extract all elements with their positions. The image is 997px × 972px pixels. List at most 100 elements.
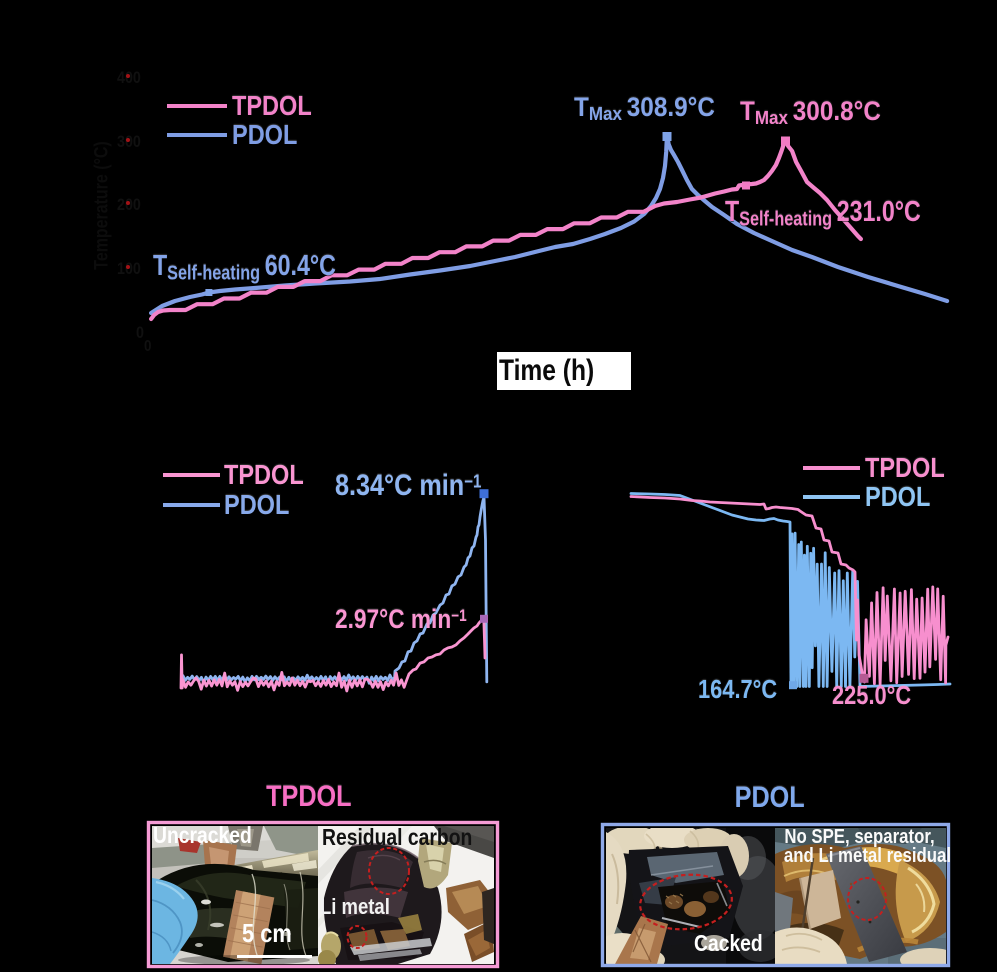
text-part: Uncracked [153, 822, 252, 848]
label-no-spe-line1: No SPE, separator, [770, 827, 942, 847]
label-scale: 5 cm [242, 920, 301, 946]
pdol-legend-label: PDOL [865, 481, 931, 512]
text-part: 2.97°C min−1 [335, 606, 467, 633]
tick-dot-3 [126, 201, 131, 206]
annotation-164: 164.7°C [698, 676, 792, 702]
pdol-legend-line [163, 503, 220, 507]
text-part: 300.8°C [792, 96, 881, 126]
arc-legend-pdol: PDOL [167, 121, 310, 149]
tpdol-photo-frame [146, 820, 500, 969]
temperature-rate-chart [179, 489, 489, 693]
text-part: 225.0°C [832, 680, 912, 710]
photo-pdol-residue [775, 828, 946, 964]
text-part: 308.9°C [626, 92, 715, 122]
pdol-photo-frame [600, 822, 951, 968]
text-part: Li metal [320, 894, 390, 919]
text-part: PDOL [734, 781, 806, 814]
text-part: −1 [464, 471, 482, 492]
tick-dot-4 [126, 265, 131, 270]
x-axis-label: Time (h) [499, 354, 595, 387]
pdol-legend-label: PDOL [224, 489, 290, 520]
voltage-chart [629, 492, 952, 690]
text-part: TMax 300.8°C [740, 98, 881, 129]
tpdol-legend-label: TPDOL [224, 459, 304, 490]
curve-pdol [629, 492, 952, 688]
curve-tpdol [179, 617, 487, 693]
text-part: 5 cm [242, 918, 292, 948]
text-part: −1 [451, 607, 467, 626]
text-part: Residual carbon [322, 824, 473, 850]
text-part: Max [588, 104, 622, 126]
tick-dot-1 [126, 74, 131, 79]
text-part: T [740, 96, 755, 126]
data-marker [479, 489, 489, 499]
annotation-rate-tpdol: 2.97°C min−1 [335, 606, 492, 633]
data-marker [662, 132, 672, 141]
curve-pdol [181, 495, 489, 685]
text-part: and Li metal residual [783, 845, 952, 867]
data-marker [859, 673, 869, 683]
arc-legend-tpdol: TPDOL [167, 92, 327, 120]
photo-pdol-cracked [606, 828, 775, 964]
voltage-legend-tpdol: TPDOL [803, 454, 960, 482]
x-tick-0: 0 [144, 339, 153, 355]
text-part: 0 [144, 338, 152, 355]
data-marker [480, 614, 488, 623]
y-tick-0: 0 [131, 324, 145, 341]
tick-dot-2 [126, 138, 131, 143]
text-part: TSelf-heating 60.4°C [153, 252, 336, 284]
rate-legend-tpdol: TPDOL [163, 461, 319, 489]
text-part: 2.97°C min [335, 604, 452, 634]
data-marker [781, 136, 790, 146]
tpdol-legend-line [167, 103, 227, 109]
text-part: Cacked [694, 930, 763, 956]
photo-tpdol-uncracked [152, 826, 318, 964]
label-cacked: Cacked [694, 932, 776, 955]
text-part: 8.34°C min−1 [335, 471, 481, 501]
text-part: T [153, 250, 168, 282]
annotation-tsh-tpdol: TSelf-heating 231.0°C [725, 198, 970, 230]
annotation-225: 225.0°C [832, 682, 926, 708]
tpdol-photos-title: TPDOL [229, 782, 389, 812]
x-axis-label-box: Time (h) [497, 352, 631, 390]
text-part: Self-heating [739, 208, 833, 231]
text-part: Max [754, 108, 788, 130]
curve-tpdol [629, 495, 950, 686]
text-part: T [725, 196, 740, 228]
annotation-tmax-pdol: TMax 308.9°C [574, 94, 731, 125]
photo-tpdol-residual [318, 826, 494, 964]
tpdol-legend-line [163, 473, 220, 477]
rate-legend-pdol: PDOL [163, 491, 302, 519]
pdol-legend-line [167, 132, 227, 138]
tpdol-legend-label: TPDOL [865, 452, 945, 483]
text-part: 0 [135, 323, 144, 342]
label-li-metal: Li metal [320, 896, 403, 918]
y-axis-label: Temperature (°C) [91, 141, 113, 270]
text-part: TPDOL [266, 780, 352, 813]
tpdol-legend-label: TPDOL [232, 90, 312, 121]
arc-temperature-chart [149, 132, 950, 322]
text-part: 8.34°C min [335, 469, 465, 502]
data-marker [789, 681, 797, 690]
annotation-tmax-tpdol: TMax 300.8°C [740, 98, 897, 129]
text-part: 60.4°C [264, 250, 336, 282]
text-part: TMax 308.9°C [574, 94, 715, 125]
data-marker [742, 181, 750, 190]
label-no-spe-line2: and Li metal residual [768, 845, 952, 867]
label-residual-carbon: Residual carbon [322, 826, 501, 849]
tpdol-legend-line [803, 466, 860, 470]
data-marker [205, 289, 213, 296]
text-part: Self-heating [167, 262, 261, 285]
voltage-legend-pdol: PDOL [803, 483, 943, 511]
pdol-photos-title: PDOL [690, 783, 850, 813]
text-part: TSelf-heating 231.0°C [725, 198, 921, 230]
text-part: No SPE, separator, [784, 826, 935, 848]
text-part: 164.7°C [698, 674, 778, 704]
label-uncracked: Uncracked [153, 824, 271, 847]
text-part: 231.0°C [836, 196, 921, 228]
annotation-rate-pdol: 8.34°C min−1 [335, 471, 509, 501]
text-part: T [574, 92, 589, 122]
pdol-legend-label: PDOL [232, 119, 298, 150]
